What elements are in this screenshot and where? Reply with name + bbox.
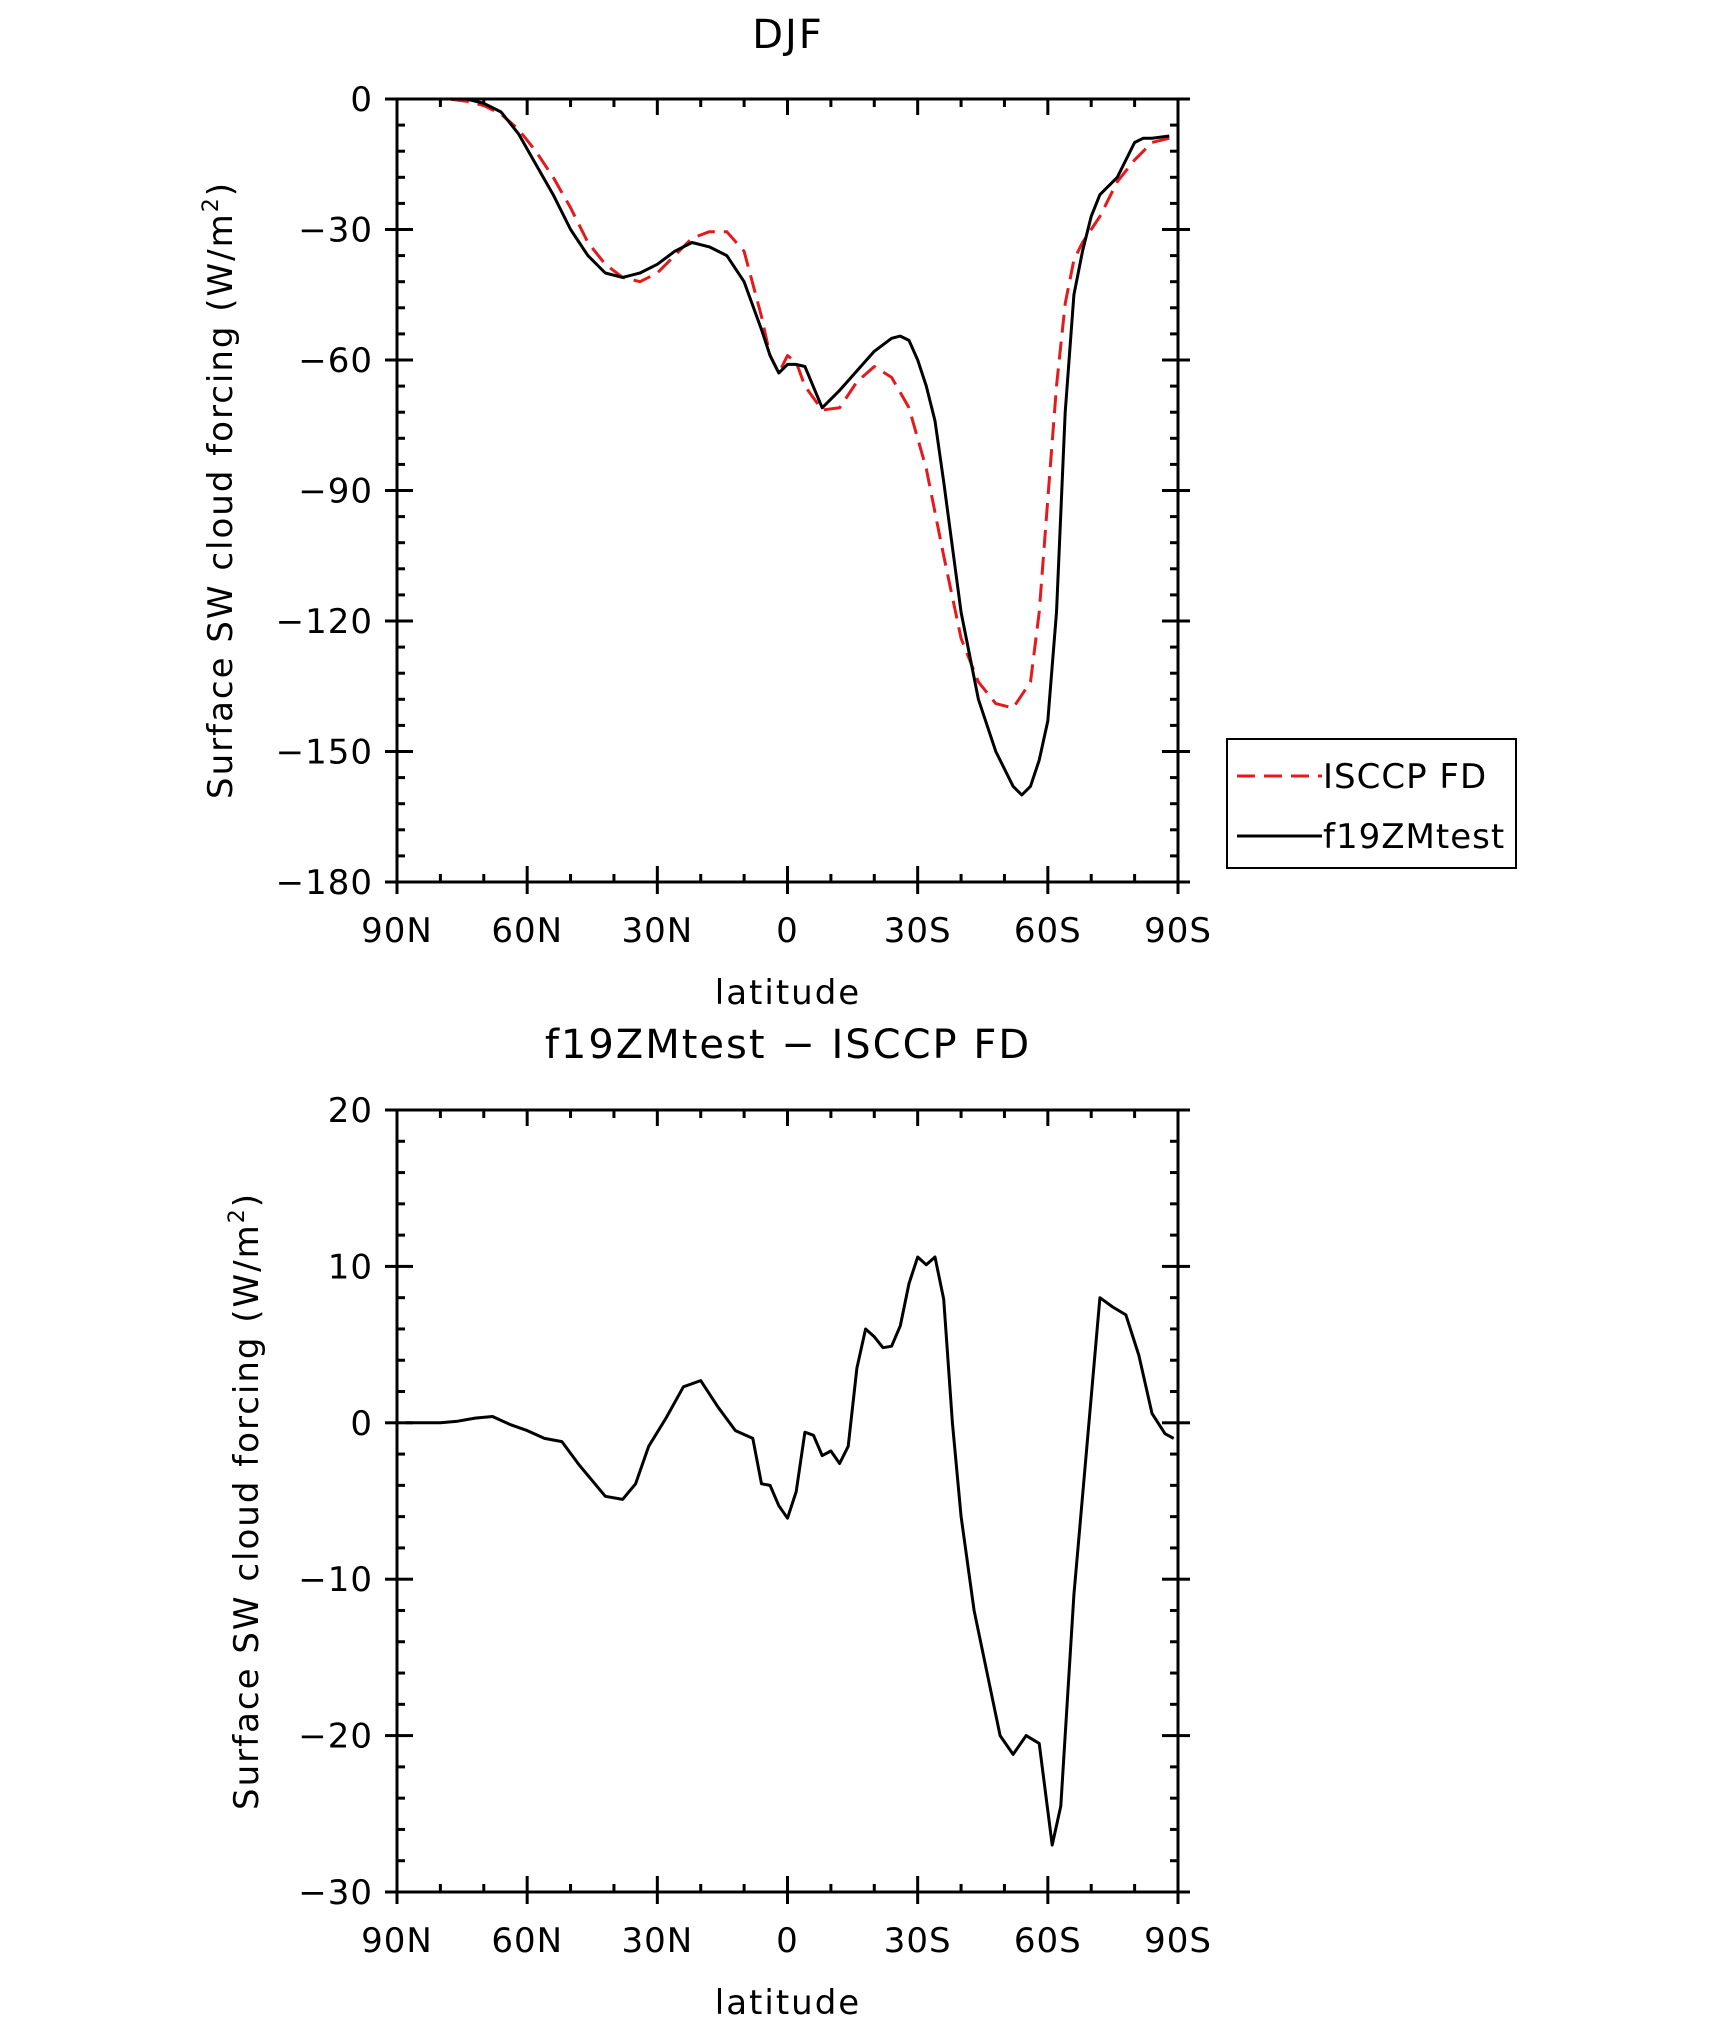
legend-label-isccp-fd: ISCCP FD (1323, 757, 1487, 797)
top-chart-y-tick-label: −60 (298, 341, 373, 381)
bottom-chart-series (405, 1255, 1175, 1847)
legend-label-f19zmtest: f19ZMtest (1323, 817, 1505, 857)
top-chart-y-tick-label: −120 (276, 602, 373, 642)
top-chart-y-tick-labels: 0 −30 −60 −90 −120 −150 −180 (276, 80, 373, 903)
top-chart-x-tick-label: 60S (1014, 911, 1082, 951)
bottom-chart-panel: f19ZMtest − ISCCP FD 90N 60N 30N 0 30S 60S 90S… (225, 1022, 1212, 2021)
top-chart-x-tick-label: 30S (884, 911, 952, 951)
bottom-chart-x-tick-label: 30N (621, 1921, 693, 1961)
bottom-chart-x-tick-label: 90N (361, 1921, 433, 1961)
bottom-chart-frame (395, 1108, 1180, 1894)
top-chart-x-axis-label: latitude (715, 973, 861, 1013)
top-chart-frame (395, 97, 1180, 884)
bottom-chart-x-tick-label: 60N (491, 1921, 563, 1961)
top-chart-series (397, 97, 1170, 797)
top-chart-ticks (385, 97, 1190, 894)
bottom-chart-x-axis-label: latitude (715, 1983, 861, 2021)
top-chart-legend: ISCCP FD f19ZMtest (1226, 738, 1517, 869)
top-chart-y-tick-label: 0 (350, 80, 373, 120)
top-chart-x-tick-label: 30N (621, 911, 693, 951)
bottom-chart-x-tick-label: 60S (1014, 1921, 1082, 1961)
bottom-chart-y-axis-label: Surface SW cloud forcing (W/m2) (225, 1192, 267, 1810)
top-chart-y-tick-label: −90 (298, 472, 373, 512)
top-chart-y-axis-label: Surface SW cloud forcing (W/m2) (199, 181, 241, 799)
top-chart-y-axis-label-superscript: 2 (199, 196, 224, 212)
bottom-chart-y-tick-label: 20 (328, 1091, 373, 1131)
top-chart-y-axis-label-close: ) (201, 181, 241, 196)
bottom-chart-y-tick-label: 10 (328, 1247, 373, 1287)
bottom-chart-y-tick-label: −10 (298, 1560, 373, 1600)
top-chart-x-tick-label: 90S (1144, 911, 1212, 951)
bottom-chart-y-tick-label: 0 (350, 1404, 373, 1444)
top-chart-series-line-f19zmtest (397, 97, 1170, 797)
top-chart-x-tick-label: 90N (361, 911, 433, 951)
bottom-chart-y-axis-label-main: Surface SW cloud forcing (W/m (227, 1223, 267, 1810)
top-chart-x-tick-label: 60N (491, 911, 563, 951)
top-chart-y-axis-label-main: Surface SW cloud forcing (W/m (201, 212, 241, 799)
bottom-chart-ticks (385, 1108, 1190, 1904)
top-chart-x-tick-labels: 90N 60N 30N 0 30S 60S 90S (361, 911, 1212, 951)
top-chart-series-line-isccp-fd (397, 97, 1170, 710)
bottom-chart-y-axis-label-superscript: 2 (225, 1207, 250, 1223)
bottom-chart-y-tick-labels: 20 10 0 −10 −20 −30 (298, 1091, 373, 1913)
bottom-chart-x-tick-label: 30S (884, 1921, 952, 1961)
top-chart-panel: DJF 90N 60N 30N 0 30S 60S 90S 0 −30 −60 −90 −120 −1… (199, 12, 1517, 1013)
bottom-chart-x-tick-label: 90S (1144, 1921, 1212, 1961)
bottom-chart-y-tick-label: −30 (298, 1873, 373, 1913)
bottom-chart-y-tick-label: −20 (298, 1717, 373, 1757)
top-chart-x-tick-label: 0 (776, 911, 799, 951)
legend-box (1226, 738, 1517, 869)
bottom-chart-series-line-difference (405, 1255, 1175, 1847)
bottom-chart-x-tick-label: 0 (776, 1921, 799, 1961)
top-chart-y-tick-label: −30 (298, 211, 373, 251)
bottom-chart-x-tick-labels: 90N 60N 30N 0 30S 60S 90S (361, 1921, 1212, 1961)
bottom-chart-title: f19ZMtest − ISCCP FD (545, 1022, 1031, 1068)
bottom-chart-y-axis-label-close: ) (227, 1192, 267, 1207)
top-chart-title: DJF (752, 12, 824, 58)
top-chart-y-tick-label: −180 (276, 863, 373, 903)
top-chart-y-tick-label: −150 (276, 733, 373, 773)
